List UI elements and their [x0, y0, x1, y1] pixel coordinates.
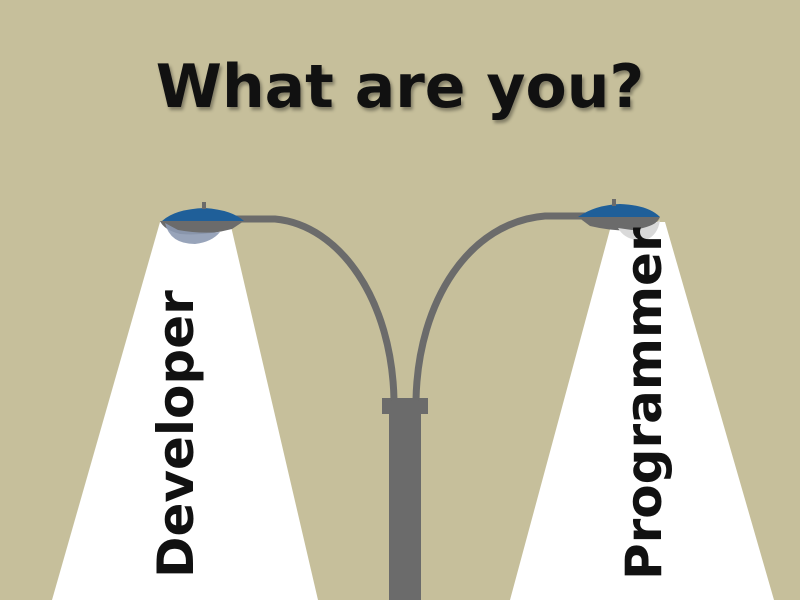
left-light-beam	[52, 222, 318, 600]
slide-title: What are you?	[155, 52, 645, 122]
lamp-post-collar	[382, 398, 428, 414]
right-street-lamp-icon	[578, 199, 660, 241]
lamp-post-pole	[389, 405, 421, 600]
left-beam-label: Developer	[147, 290, 205, 578]
right-lamp-arm	[412, 212, 590, 401]
left-street-lamp-icon	[160, 202, 244, 244]
right-light-beam	[510, 222, 774, 600]
left-lamp-arm	[230, 215, 398, 401]
right-beam-label: Programmer	[615, 227, 673, 580]
